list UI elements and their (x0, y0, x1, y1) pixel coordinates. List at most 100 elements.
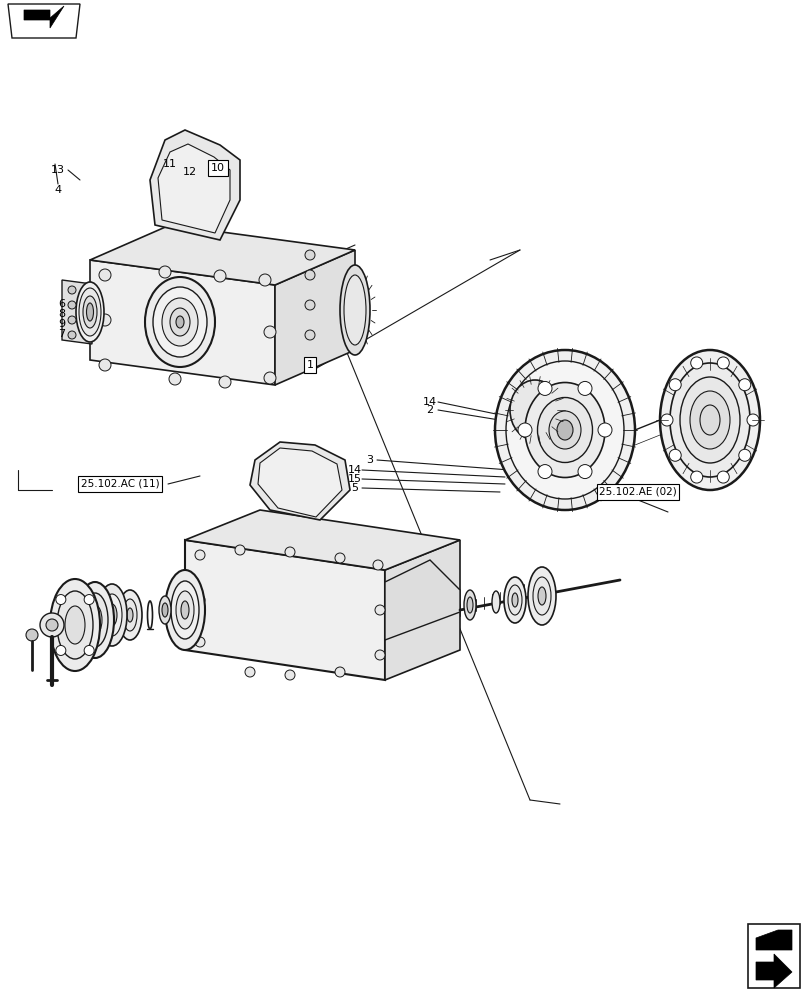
Circle shape (99, 314, 111, 326)
Ellipse shape (679, 377, 739, 463)
Text: 3: 3 (366, 455, 373, 465)
Polygon shape (384, 560, 460, 640)
Ellipse shape (344, 275, 366, 345)
Ellipse shape (79, 288, 101, 336)
Polygon shape (755, 954, 791, 988)
Circle shape (690, 357, 702, 369)
Ellipse shape (159, 596, 171, 624)
Ellipse shape (504, 577, 526, 623)
Circle shape (40, 613, 64, 637)
Polygon shape (185, 540, 384, 680)
Polygon shape (62, 280, 92, 344)
Circle shape (68, 331, 76, 339)
Text: 25.102.AE (02): 25.102.AE (02) (599, 487, 676, 497)
Circle shape (46, 619, 58, 631)
Text: 5: 5 (351, 483, 358, 493)
Circle shape (99, 269, 111, 281)
Circle shape (517, 423, 531, 437)
Circle shape (259, 274, 271, 286)
Ellipse shape (532, 577, 551, 615)
Ellipse shape (181, 601, 189, 619)
Circle shape (305, 300, 315, 310)
Circle shape (195, 637, 204, 647)
Ellipse shape (82, 593, 108, 647)
Ellipse shape (538, 587, 545, 605)
Circle shape (26, 629, 38, 641)
Circle shape (335, 667, 345, 677)
Circle shape (169, 373, 181, 385)
Circle shape (660, 414, 672, 426)
Ellipse shape (509, 380, 560, 440)
Ellipse shape (88, 605, 102, 635)
Ellipse shape (145, 277, 215, 367)
Circle shape (305, 330, 315, 340)
Ellipse shape (122, 599, 137, 631)
Text: 14: 14 (423, 397, 436, 407)
Circle shape (214, 270, 225, 282)
Circle shape (219, 376, 230, 388)
Polygon shape (24, 6, 64, 28)
Polygon shape (185, 510, 460, 570)
Ellipse shape (527, 567, 556, 625)
Text: 25.102.AC (11): 25.102.AC (11) (80, 479, 159, 489)
Circle shape (690, 471, 702, 483)
Circle shape (245, 667, 255, 677)
Circle shape (375, 605, 384, 615)
Text: 13: 13 (51, 165, 65, 175)
Text: 12: 12 (182, 167, 197, 177)
Ellipse shape (176, 591, 194, 629)
Text: 9: 9 (58, 319, 66, 329)
Polygon shape (158, 144, 230, 233)
Text: 11: 11 (163, 159, 177, 169)
Text: 2: 2 (426, 405, 433, 415)
Polygon shape (384, 540, 460, 680)
Ellipse shape (50, 579, 100, 671)
Ellipse shape (512, 593, 517, 607)
Ellipse shape (76, 282, 104, 342)
Circle shape (746, 414, 758, 426)
Ellipse shape (466, 597, 473, 613)
Ellipse shape (65, 606, 85, 644)
Circle shape (738, 449, 750, 461)
Ellipse shape (340, 265, 370, 355)
Circle shape (375, 650, 384, 660)
Ellipse shape (689, 391, 729, 449)
Text: 10: 10 (211, 163, 225, 173)
Circle shape (56, 645, 66, 655)
Ellipse shape (107, 604, 117, 626)
Ellipse shape (171, 581, 199, 639)
Circle shape (84, 595, 94, 605)
Ellipse shape (176, 316, 184, 328)
Ellipse shape (508, 585, 521, 615)
Ellipse shape (669, 363, 749, 477)
Ellipse shape (548, 411, 581, 449)
Circle shape (597, 423, 611, 437)
Circle shape (159, 266, 171, 278)
Circle shape (234, 545, 245, 555)
Circle shape (264, 372, 276, 384)
Polygon shape (90, 225, 354, 285)
Circle shape (99, 359, 111, 371)
Circle shape (285, 547, 294, 557)
Circle shape (305, 270, 315, 280)
Ellipse shape (162, 603, 168, 617)
Circle shape (68, 286, 76, 294)
Polygon shape (8, 4, 80, 38)
Text: 7: 7 (58, 329, 66, 339)
Text: 1: 1 (306, 360, 313, 370)
Circle shape (716, 471, 728, 483)
Text: 14: 14 (347, 465, 362, 475)
Polygon shape (755, 930, 791, 950)
Polygon shape (90, 260, 275, 385)
Text: 15: 15 (348, 474, 362, 484)
Circle shape (68, 301, 76, 309)
Circle shape (716, 357, 728, 369)
Ellipse shape (127, 608, 133, 622)
Polygon shape (250, 442, 350, 520)
Ellipse shape (169, 308, 190, 336)
Circle shape (195, 595, 204, 605)
Circle shape (56, 595, 66, 605)
Ellipse shape (537, 397, 592, 462)
Circle shape (264, 326, 276, 338)
Circle shape (372, 560, 383, 570)
